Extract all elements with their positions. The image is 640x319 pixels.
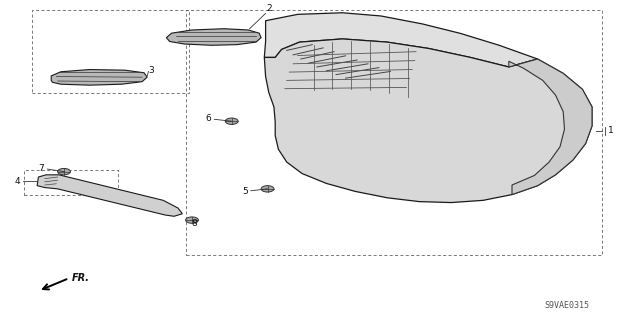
Polygon shape (509, 59, 592, 195)
Circle shape (225, 118, 238, 124)
Text: 5: 5 (243, 187, 248, 196)
Text: 4: 4 (15, 177, 20, 186)
Polygon shape (37, 175, 182, 216)
Text: 2: 2 (266, 4, 271, 13)
Circle shape (186, 217, 198, 223)
Text: 7: 7 (38, 164, 44, 173)
Polygon shape (51, 70, 147, 85)
Circle shape (261, 186, 274, 192)
Text: 3: 3 (148, 66, 154, 75)
Text: 8: 8 (191, 219, 197, 228)
Text: S9VAE0315: S9VAE0315 (544, 301, 589, 310)
Polygon shape (264, 13, 538, 67)
Polygon shape (264, 39, 592, 203)
Circle shape (58, 168, 70, 175)
Text: FR.: FR. (72, 272, 90, 283)
Polygon shape (166, 29, 261, 45)
Text: 6: 6 (205, 114, 211, 123)
Text: 1: 1 (608, 126, 614, 135)
